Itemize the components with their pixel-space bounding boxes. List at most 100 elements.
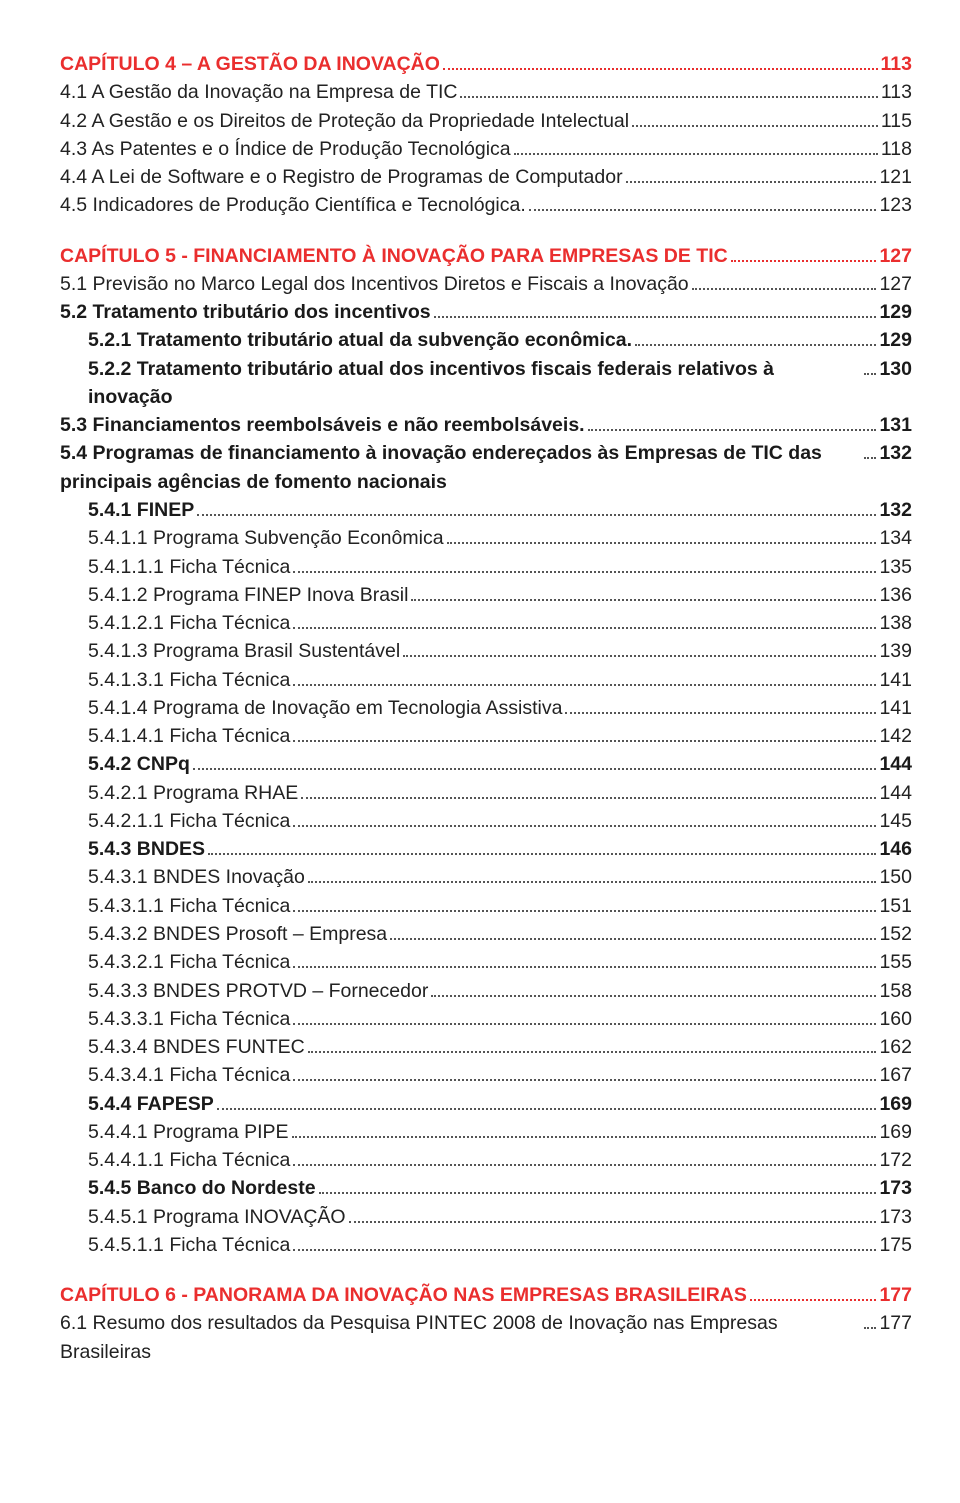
toc-entry: 5.4.3.1.1 Ficha Técnica151 [60, 892, 912, 920]
toc-leader-dots [588, 414, 877, 432]
toc-label: 6.1 Resumo dos resultados da Pesquisa PI… [60, 1309, 861, 1366]
toc-page-number: 132 [879, 439, 912, 467]
toc-page-number: 141 [879, 666, 912, 694]
toc-leader-dots [293, 611, 876, 629]
toc-leader-dots [447, 527, 877, 545]
toc-leader-dots [750, 1284, 877, 1302]
toc-entry: 4.5 Indicadores de Produção Científica e… [60, 191, 912, 219]
toc-label: 5.4.1.4.1 Ficha Técnica [88, 722, 290, 750]
toc-page-number: 118 [881, 135, 912, 163]
toc-label: 5.4.3.4 BNDES FUNTEC [88, 1033, 305, 1061]
toc-page-number: 144 [879, 750, 912, 778]
toc-page-number: 130 [879, 355, 912, 383]
toc-label: 4.5 Indicadores de Produção Científica e… [60, 191, 526, 219]
toc-leader-dots [319, 1177, 877, 1195]
toc-leader-dots [308, 866, 877, 884]
toc-leader-dots [431, 979, 876, 997]
toc-leader-dots [403, 640, 876, 658]
toc-entry: 5.1 Previsão no Marco Legal dos Incentiv… [60, 270, 912, 298]
toc-entry: 5.4.2 CNPq 144 [60, 750, 912, 778]
toc-label: 5.3 Financiamentos reembolsáveis e não r… [60, 411, 585, 439]
toc-label: 5.1 Previsão no Marco Legal dos Incentiv… [60, 270, 689, 298]
toc-leader-dots [626, 165, 877, 183]
toc-page-number: 115 [881, 107, 912, 135]
toc-entry: 5.2 Tratamento tributário dos incentivos… [60, 298, 912, 326]
toc-leader-dots [293, 1149, 876, 1167]
toc-page-number: 131 [879, 411, 912, 439]
toc-label: 5.4.1.2 Programa FINEP Inova Brasil [88, 581, 408, 609]
toc-entry: 5.2.2 Tratamento tributário atual dos in… [60, 355, 912, 412]
toc-leader-dots [731, 244, 877, 262]
toc-label: 5.4.2 CNPq [88, 750, 190, 778]
toc-page-number: 173 [879, 1203, 912, 1231]
toc-entry: 5.4.5.1 Programa INOVAÇÃO 173 [60, 1203, 912, 1231]
toc-label: 5.4.3.2 BNDES Prosoft – Empresa [88, 920, 387, 948]
toc-label: 5.4.5.1 Programa INOVAÇÃO [88, 1203, 346, 1231]
toc-page-number: 113 [881, 50, 912, 78]
toc-page-number: 129 [879, 298, 912, 326]
toc-label: 4.3 As Patentes e o Índice de Produção T… [60, 135, 511, 163]
toc-label: 5.4.5.1.1 Ficha Técnica [88, 1231, 290, 1259]
toc-label: 5.4.1.1 Programa Subvenção Econômica [88, 524, 444, 552]
toc-page-number: 141 [879, 694, 912, 722]
toc-entry: 5.4.3.2 BNDES Prosoft – Empresa 152 [60, 920, 912, 948]
toc-page-number: 123 [879, 191, 912, 219]
toc-leader-dots [349, 1205, 877, 1223]
toc-page-number: 127 [879, 270, 912, 298]
toc-page-number: 145 [879, 807, 912, 835]
toc-entry: 4.2 A Gestão e os Direitos de Proteção d… [60, 107, 912, 135]
toc-label: CAPÍTULO 4 – A GESTÃO DA INOVAÇÃO [60, 50, 440, 78]
toc-label: 5.4.2.1.1 Ficha Técnica [88, 807, 290, 835]
toc-leader-dots [434, 301, 877, 319]
toc-page-number: 144 [879, 779, 912, 807]
toc-label: 5.4.1.4 Programa de Inovação em Tecnolog… [88, 694, 562, 722]
toc-label: 5.4.3 BNDES [88, 835, 205, 863]
toc-page-number: 169 [879, 1118, 912, 1146]
toc-label: 5.4.3.1.1 Ficha Técnica [88, 892, 290, 920]
toc-page-number: 155 [879, 948, 912, 976]
toc-leader-dots [514, 137, 878, 155]
toc-page-number: 121 [879, 163, 912, 191]
toc-leader-dots [293, 1233, 876, 1251]
toc-entry: 5.2.1 Tratamento tributário atual da sub… [60, 326, 912, 354]
toc-entry: 5.4.2.1 Programa RHAE 144 [60, 779, 912, 807]
toc-label: CAPÍTULO 6 - PANORAMA DA INOVAÇÃO NAS EM… [60, 1281, 747, 1309]
toc-leader-dots [390, 922, 876, 940]
toc-label: 5.4.3.3.1 Ficha Técnica [88, 1005, 290, 1033]
toc-label: 5.4.4.1 Programa PIPE [88, 1118, 289, 1146]
toc-entry: 5.4.4 FAPESP169 [60, 1090, 912, 1118]
toc-leader-dots [197, 498, 876, 516]
toc-label: 4.2 A Gestão e os Direitos de Proteção d… [60, 107, 629, 135]
toc-leader-dots [443, 52, 878, 70]
toc-page-number: 142 [879, 722, 912, 750]
toc-page-number: 175 [879, 1231, 912, 1259]
toc-page-number: 160 [879, 1005, 912, 1033]
toc-entry: 5.4.3.2.1 Ficha Técnica155 [60, 948, 912, 976]
toc-leader-dots [565, 696, 876, 714]
toc-page-number: 172 [879, 1146, 912, 1174]
toc-label: 5.4.2.1 Programa RHAE [88, 779, 298, 807]
toc-entry: 5.4.1.3.1 Ficha Técnica141 [60, 666, 912, 694]
toc-entry: 4.3 As Patentes e o Índice de Produção T… [60, 135, 912, 163]
toc-entry: 5.4.1.2.1 Ficha Técnica138 [60, 609, 912, 637]
toc-leader-dots [308, 1035, 877, 1053]
toc-leader-dots [529, 194, 877, 212]
toc-entry: 5.4.5.1.1 Ficha Técnica 175 [60, 1231, 912, 1259]
toc-entry: 5.4.1 FINEP132 [60, 496, 912, 524]
toc-label: 5.4.1 FINEP [88, 496, 194, 524]
toc-page-number: 146 [879, 835, 912, 863]
toc-label: 4.1 A Gestão da Inovação na Empresa de T… [60, 78, 457, 106]
toc-entry: 5.4.3.1 BNDES Inovação150 [60, 863, 912, 891]
toc-leader-dots [293, 668, 876, 686]
toc-page-number: 138 [879, 609, 912, 637]
toc-entry: 4.1 A Gestão da Inovação na Empresa de T… [60, 78, 912, 106]
toc-page-number: 169 [879, 1090, 912, 1118]
toc-entry: CAPÍTULO 4 – A GESTÃO DA INOVAÇÃO 113 [60, 50, 912, 78]
toc-entry: 5.4.1.2 Programa FINEP Inova Brasil136 [60, 581, 912, 609]
toc-leader-dots [635, 329, 876, 347]
toc-page-number: 152 [879, 920, 912, 948]
toc-entry: 5.4.5 Banco do Nordeste173 [60, 1174, 912, 1202]
toc-entry: 5.3 Financiamentos reembolsáveis e não r… [60, 411, 912, 439]
toc-leader-dots [193, 753, 877, 771]
toc-leader-dots [411, 583, 876, 601]
